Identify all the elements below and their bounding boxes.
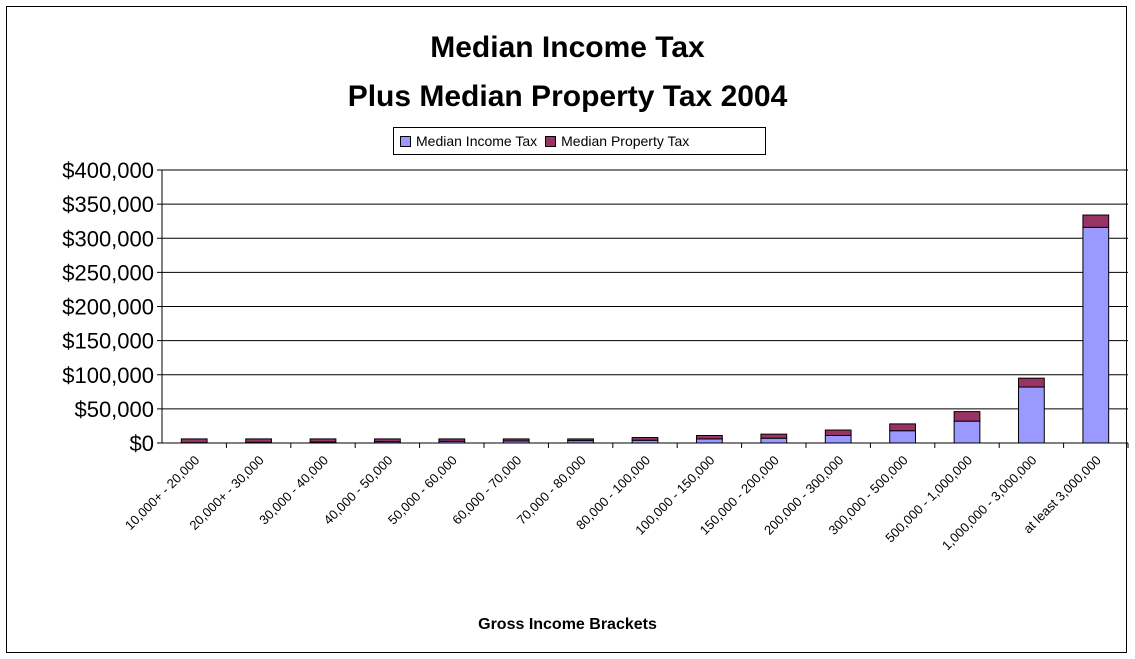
chart-plot: $0 $50,000 $100,000 $150,000 $200,000 $250,00…	[62, 158, 1129, 553]
bar-property-tax	[631, 437, 659, 441]
y-tick-label: $350,000	[62, 192, 154, 217]
bar-income-tax	[953, 420, 981, 444]
bar-property-tax	[502, 438, 530, 442]
bar-property-tax	[1018, 377, 1045, 388]
bar-property-tax	[696, 434, 723, 440]
chart-title-line2: Plus Median Property Tax 2004	[347, 80, 788, 113]
bar-property-tax	[889, 423, 916, 432]
y-tick-label: $300,000	[62, 226, 154, 251]
bar-income-tax	[1082, 226, 1110, 444]
legend-swatch-income	[400, 135, 411, 147]
bar-income-tax	[889, 430, 916, 444]
chart-frame	[6, 6, 1127, 653]
x-axis-title: Gross Income Brackets	[478, 616, 657, 633]
bar-property-tax	[438, 438, 466, 442]
y-tick-label: $100,000	[62, 363, 154, 388]
bar-property-tax	[245, 438, 272, 443]
legend-label-income: Median Income Tax	[416, 133, 538, 149]
y-tick-label: $400,000	[62, 158, 154, 183]
legend-swatch-property	[545, 135, 557, 147]
bar-income-tax	[824, 434, 852, 444]
y-tick-label: $150,000	[62, 329, 154, 354]
bar-property-tax	[309, 438, 337, 443]
bar-property-tax	[953, 411, 981, 422]
y-tick-label: $250,000	[62, 260, 154, 285]
bar-property-tax	[180, 438, 208, 444]
bar-property-tax	[374, 438, 401, 443]
legend-item-property: Median Property Tax	[545, 133, 689, 149]
y-tick-label: $50,000	[74, 397, 154, 422]
legend-label-property: Median Property Tax	[561, 133, 690, 149]
y-tick-label: $0	[130, 431, 154, 456]
bar-property-tax	[824, 429, 852, 436]
chart-title-line1: Median Income Tax	[430, 31, 705, 64]
y-tick-label: $200,000	[62, 295, 154, 320]
bar-property-tax	[1082, 214, 1110, 228]
bar-property-tax	[567, 438, 594, 442]
bar-income-tax	[696, 438, 723, 444]
bar-income-tax	[1018, 386, 1045, 444]
bar-property-tax	[760, 433, 788, 439]
legend-item-income: Median Income Tax	[400, 133, 537, 149]
chart-legend: Median Income Tax Median Property Tax	[393, 127, 766, 155]
bar-income-tax	[760, 437, 788, 444]
